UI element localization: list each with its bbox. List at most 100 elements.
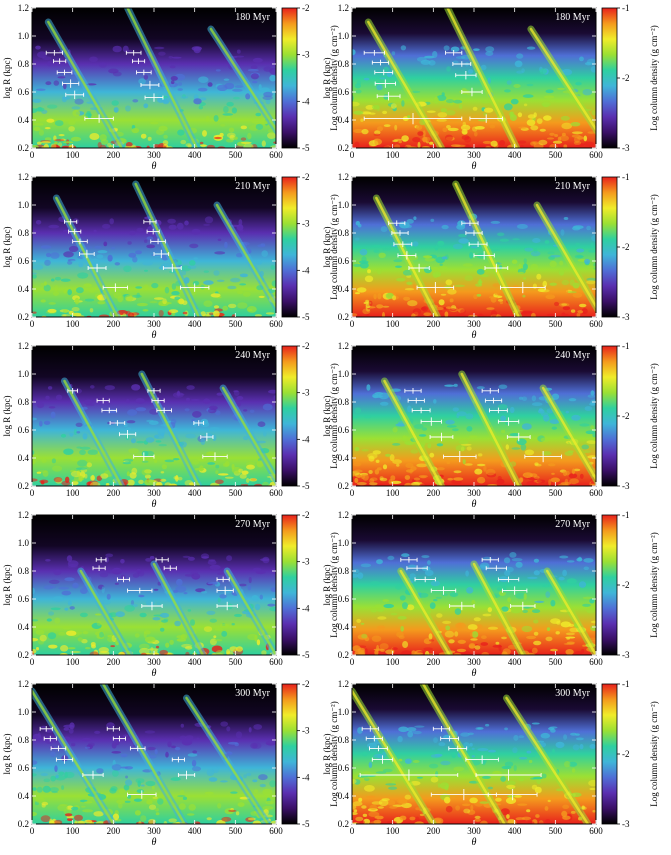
- colorbar-label: Log column density (g cm⁻²): [649, 701, 659, 806]
- y-tick-label: 0.4: [18, 622, 30, 632]
- x-tick-label: 600: [269, 319, 283, 329]
- errorbar-point: [416, 282, 455, 294]
- errorbar-point: [374, 69, 394, 76]
- errorbar-point: [369, 745, 388, 752]
- x-tick-label: 300: [467, 150, 481, 160]
- x-tick-label: 0: [350, 657, 355, 667]
- errorbar-point: [50, 745, 67, 752]
- colorbar-tick-label: -3: [622, 819, 630, 829]
- errorbar-point: [79, 249, 95, 259]
- errorbar-point: [155, 557, 169, 563]
- y-tick-label: 0.4: [18, 791, 30, 801]
- errorbar-point: [432, 726, 451, 732]
- spiral-arm-core: [446, 8, 518, 148]
- errorbar-point: [216, 576, 230, 583]
- x-tick-label: 600: [589, 488, 603, 498]
- colorbar: [601, 345, 618, 487]
- x-tick-label: 600: [269, 150, 283, 160]
- colorbar: [281, 683, 298, 825]
- colorbar-tick-label: -3: [622, 650, 630, 660]
- y-tick-label: 1.2: [338, 510, 349, 520]
- y-tick-label: 0.8: [338, 735, 350, 745]
- colorbar-tick-label: -3: [622, 481, 630, 491]
- colorbar-tick-label: -1: [622, 172, 630, 182]
- x-tick-label: 200: [427, 826, 441, 836]
- density-map: [32, 684, 276, 824]
- y-tick-label: 1.0: [338, 707, 350, 717]
- x-tick-label: 200: [107, 319, 121, 329]
- panel-270-myr-left: 0 100 200 300 400 500 600 0.2 0.4 0.6 0.8 1.0 1.2 θ lo…: [2, 510, 339, 679]
- x-tick-label: 500: [549, 319, 563, 329]
- panel-300-myr-left: 0 100 200 300 400 500 600 0.2 0.4 0.6 0.8 1.0 1.2 θ lo…: [2, 679, 339, 848]
- errorbar-point: [133, 452, 155, 461]
- y-tick-label: 0.8: [338, 397, 350, 407]
- errorbar-point: [489, 407, 508, 414]
- x-tick-label: 500: [229, 826, 243, 836]
- errorbar-point: [143, 219, 157, 225]
- y-tick-label: 0.6: [338, 594, 350, 604]
- y-tick-label: 1.0: [338, 538, 350, 548]
- y-tick-label: 0.6: [338, 763, 350, 773]
- errorbar-point: [95, 557, 107, 563]
- y-tick-label: 0.4: [338, 284, 350, 294]
- errorbar-point: [87, 263, 107, 273]
- colorbar-label: Log column density (g cm⁻²): [649, 25, 659, 130]
- spiral-arm-core: [79, 569, 131, 655]
- x-tick-label: 500: [229, 488, 243, 498]
- x-tick-label: 100: [386, 488, 400, 498]
- errorbar-point: [62, 79, 80, 88]
- errorbar-point: [487, 789, 538, 801]
- y-tick-label: 1.0: [18, 707, 30, 717]
- panel-180-myr-left: 0 100 200 300 400 500 600 0.2 0.4 0.6 0.8 1.0 1.2 θ lo…: [2, 3, 339, 172]
- x-tick-label: 600: [269, 826, 283, 836]
- x-axis-label: θ: [152, 161, 157, 172]
- errorbar-point: [359, 769, 459, 781]
- x-tick-label: 400: [188, 319, 202, 329]
- y-tick-label: 0.4: [18, 284, 30, 294]
- panel-240-myr-left: 0 100 200 300 400 500 600 0.2 0.4 0.6 0.8 1.0 1.2 θ lo…: [2, 341, 339, 510]
- errorbar-point: [136, 69, 152, 76]
- x-tick-label: 200: [107, 150, 121, 160]
- colorbar-label: Log column density (g cm⁻²): [329, 701, 339, 806]
- errorbar-point: [440, 735, 459, 742]
- errorbar-point: [371, 755, 394, 764]
- y-tick-label: 0.2: [338, 819, 349, 829]
- x-tick-label: 500: [549, 150, 563, 160]
- x-tick-label: 500: [549, 657, 563, 667]
- errorbar-point: [497, 576, 520, 583]
- y-tick-label: 1.0: [18, 538, 30, 548]
- density-map: [352, 8, 596, 148]
- x-tick-label: 400: [188, 488, 202, 498]
- errorbar-point: [393, 241, 413, 247]
- errorbar-point: [112, 735, 126, 742]
- y-tick-label: 0.2: [18, 481, 29, 491]
- errorbar-point: [449, 601, 475, 611]
- x-tick-label: 400: [508, 319, 522, 329]
- errorbar-point: [465, 230, 483, 236]
- errorbar-point: [376, 92, 401, 101]
- colorbar-tick-label: -3: [302, 726, 310, 736]
- errorbar-point: [407, 397, 425, 404]
- x-tick-label: 500: [549, 826, 563, 836]
- x-tick-label: 0: [350, 150, 355, 160]
- colorbar: [601, 683, 618, 825]
- x-tick-label: 500: [229, 657, 243, 667]
- colorbar-tick-label: -5: [302, 481, 310, 491]
- y-tick-label: 0.2: [338, 650, 349, 660]
- errorbar-point: [125, 50, 142, 56]
- x-tick-label: 500: [549, 488, 563, 498]
- colorbar-tick-label: -3: [302, 557, 310, 567]
- x-tick-label: 600: [589, 319, 603, 329]
- errorbar-point: [430, 586, 457, 595]
- errorbar-point: [43, 735, 57, 742]
- colorbar-tick-label: -4: [302, 96, 310, 106]
- x-axis-label: θ: [152, 837, 157, 848]
- spiral-arm-core: [535, 203, 596, 309]
- density-map: [352, 684, 596, 824]
- spiral-arm-core: [225, 569, 276, 655]
- errorbar-point: [484, 263, 509, 273]
- errorbar-point: [64, 219, 78, 225]
- x-tick-label: 100: [386, 319, 400, 329]
